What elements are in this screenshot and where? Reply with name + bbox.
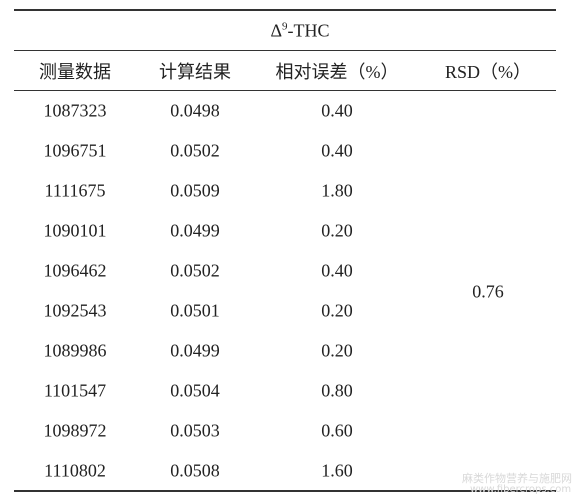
header-rule [14,90,556,91]
table-cell: 0.0504 [170,380,220,401]
table-cell: 1096751 [43,140,107,161]
table-cell: 0.40 [321,140,353,161]
table-cell: 0.0502 [170,260,220,281]
table-cell: 1110802 [44,460,106,481]
table-cell: 0.0502 [170,140,220,161]
table-cell: 0.40 [321,100,353,121]
watermark-name: 麻类作物营养与施肥网 [462,472,572,485]
table-cell: 0.0499 [170,340,220,361]
watermark-url: www.fibercrops.com [470,484,572,495]
table-cell: 0.60 [321,420,353,441]
bottom-rule [14,490,556,492]
table-cell: 0.0501 [170,300,220,321]
table-cell: 0.0499 [170,220,220,241]
table-cell: 0.20 [321,340,353,361]
table-cell: 1.60 [321,460,353,481]
table-cell: 0.0508 [170,460,220,481]
table-cell: 0.0498 [170,100,220,121]
column-header: 相对误差（%） [275,62,399,82]
table-cell: 1092543 [43,300,107,321]
table-cell: 1087323 [43,100,107,121]
table-cell: 1111675 [44,180,106,201]
rsd-value: 0.76 [472,281,504,302]
title-rest: -THC [287,20,330,41]
title-rule [14,50,556,51]
table-title: Δ9-THC [270,21,329,42]
table-cell: 0.40 [321,260,353,281]
column-header: 计算结果 [159,62,231,82]
column-header: 测量数据 [39,62,111,82]
title-symbol: Δ [270,20,283,41]
table-cell: 0.0503 [170,420,220,441]
table-cell: 1101547 [43,380,107,401]
title-sup: 9 [282,20,288,33]
table-cell: 1090101 [43,220,107,241]
column-header: RSD（%） [444,62,532,82]
table-cell: 0.0509 [170,180,220,201]
table-cell: 1089986 [43,340,107,361]
table-cell: 1096462 [43,260,107,281]
table-cell: 0.20 [321,300,353,321]
table-cell: 0.20 [321,220,353,241]
table-cell: 0.80 [321,380,353,401]
top-rule [14,9,556,11]
table-cell: 1098972 [43,420,107,441]
table-cell: 1.80 [321,180,353,201]
